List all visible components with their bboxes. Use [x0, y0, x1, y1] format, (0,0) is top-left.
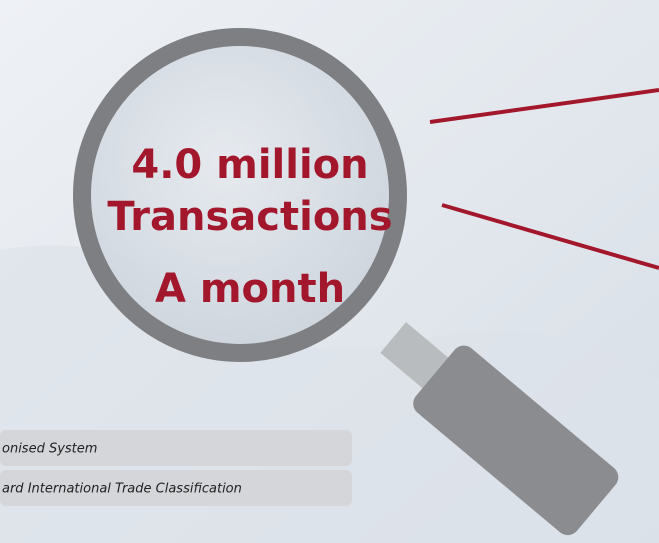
headline: 4.0 million: [131, 142, 368, 188]
headline: Transactions: [107, 194, 392, 240]
lens: [82, 37, 398, 353]
handle-grip: [413, 345, 619, 536]
note-box: [0, 470, 352, 506]
note-text: ard International Trade Classification: [2, 482, 242, 497]
note-text: onised System: [2, 442, 97, 457]
handle: [380, 322, 619, 536]
handle-neck: [380, 322, 453, 392]
lens-ring: [73, 28, 407, 362]
pointer-line: [441, 203, 659, 270]
note-box: [0, 430, 352, 466]
pointer-line: [429, 88, 659, 124]
headline: A month: [155, 266, 345, 312]
